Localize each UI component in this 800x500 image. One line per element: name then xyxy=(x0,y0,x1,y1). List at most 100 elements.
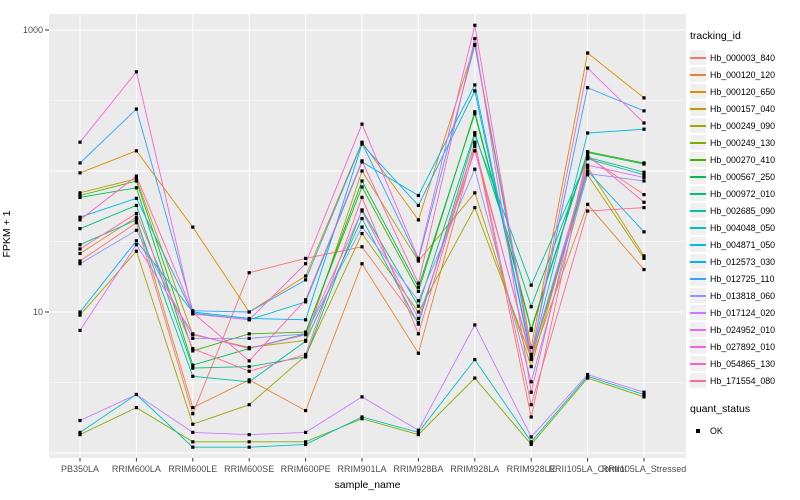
data-point xyxy=(360,122,364,126)
data-point xyxy=(586,171,590,176)
legend-item-label: Hb_171554_080 xyxy=(710,375,776,386)
data-point xyxy=(416,322,420,326)
legend-item-label: Hb_000003_840 xyxy=(710,52,776,63)
data-point xyxy=(134,405,138,410)
series-color-swatch xyxy=(690,176,706,178)
data-point xyxy=(191,405,195,410)
data-point xyxy=(304,330,308,334)
data-point xyxy=(304,333,308,337)
data-point xyxy=(642,390,646,394)
legend-item-label: Hb_000120_120 xyxy=(710,69,776,80)
legend: tracking_id Hb_000003_840 Hb_000120_120 Hb… xyxy=(690,30,798,439)
data-point xyxy=(191,349,195,353)
x-tick-label: RRIM928LE xyxy=(507,464,556,474)
data-point xyxy=(360,195,364,199)
series-color-swatch xyxy=(690,159,706,161)
legend-item-Hb_017124_020: Hb_017124_020 xyxy=(690,304,798,321)
data-point xyxy=(473,23,477,27)
legend-item-Hb_002685_090: Hb_002685_090 xyxy=(690,202,798,219)
data-point xyxy=(473,376,477,380)
data-point xyxy=(529,327,533,331)
data-point xyxy=(642,162,646,166)
data-point xyxy=(586,131,590,135)
data-point xyxy=(78,171,82,175)
data-point xyxy=(304,430,308,434)
legend-item-label: Hb_000567_250 xyxy=(710,171,776,182)
data-point xyxy=(191,225,195,229)
data-point xyxy=(304,442,308,447)
data-point xyxy=(586,376,590,380)
legend-item-label: Hb_000157_040 xyxy=(710,103,776,114)
legend-item-Hb_000249_130: Hb_000249_130 xyxy=(690,134,798,151)
data-point xyxy=(191,363,195,367)
data-point xyxy=(416,218,420,222)
data-point xyxy=(473,191,477,195)
legend-item-label: Hb_000249_090 xyxy=(710,120,776,131)
data-point xyxy=(586,374,590,378)
legend-item-Hb_000249_090: Hb_000249_090 xyxy=(690,117,798,134)
data-point xyxy=(642,109,646,113)
data-point xyxy=(586,169,590,173)
data-point xyxy=(304,256,308,260)
x-tick-label: RRIM928BA xyxy=(393,464,443,474)
data-point xyxy=(304,355,308,359)
y-tick-label: 1000 xyxy=(23,25,43,35)
data-point xyxy=(134,218,138,222)
data-point xyxy=(642,256,646,260)
data-point xyxy=(416,289,420,293)
legend-item-label: Hb_054865_130 xyxy=(710,358,776,369)
data-point xyxy=(134,174,138,178)
legend-item-label: Hb_004048_050 xyxy=(710,222,776,233)
data-point xyxy=(360,216,364,221)
legend-item-label: Hb_000120_650 xyxy=(710,86,776,97)
data-point xyxy=(416,428,420,432)
data-point xyxy=(247,433,251,437)
data-point xyxy=(473,83,477,87)
data-point xyxy=(134,243,138,247)
data-point xyxy=(529,305,533,309)
data-point xyxy=(134,186,138,190)
data-point xyxy=(642,230,646,234)
series-color-swatch xyxy=(690,108,706,110)
data-point xyxy=(416,304,420,308)
data-point xyxy=(529,364,533,369)
data-point xyxy=(416,332,420,336)
data-point xyxy=(191,347,195,351)
data-point xyxy=(642,179,646,183)
legend-item-Hb_004871_050: Hb_004871_050 xyxy=(690,236,798,253)
data-point xyxy=(586,66,590,70)
data-point xyxy=(473,112,477,116)
legend-item-label: Hb_002685_090 xyxy=(710,205,776,216)
data-point xyxy=(360,141,364,145)
y-tick-label: 10 xyxy=(33,307,43,317)
data-point xyxy=(134,239,138,243)
data-point xyxy=(586,209,590,213)
data-point xyxy=(78,191,82,195)
legend-key-line xyxy=(690,203,706,218)
legend-key-line xyxy=(690,356,706,371)
y-axis-title: FPKM + 1 xyxy=(1,210,13,258)
legend-item-Hb_024952_010: Hb_024952_010 xyxy=(690,321,798,338)
data-point xyxy=(529,442,533,447)
data-point xyxy=(78,227,82,231)
x-tick-label: RRII105LA_Control xyxy=(549,464,627,474)
data-point xyxy=(247,440,251,444)
data-point xyxy=(134,107,138,111)
data-point xyxy=(134,228,138,232)
data-point xyxy=(416,310,420,314)
series-color-swatch xyxy=(690,278,706,280)
data-point xyxy=(78,418,82,423)
x-tick-label: RRIM901LA xyxy=(337,464,386,474)
data-point xyxy=(473,89,477,93)
legend-item-Hb_000270_410: Hb_000270_410 xyxy=(690,151,798,168)
data-point xyxy=(304,298,308,302)
series-color-swatch xyxy=(690,346,706,348)
data-point xyxy=(191,366,195,370)
data-point xyxy=(134,249,138,253)
data-point xyxy=(134,211,138,216)
legend-item-Hb_004048_050: Hb_004048_050 xyxy=(690,219,798,236)
data-point xyxy=(304,352,308,357)
data-point xyxy=(360,169,364,173)
data-point xyxy=(134,149,138,153)
